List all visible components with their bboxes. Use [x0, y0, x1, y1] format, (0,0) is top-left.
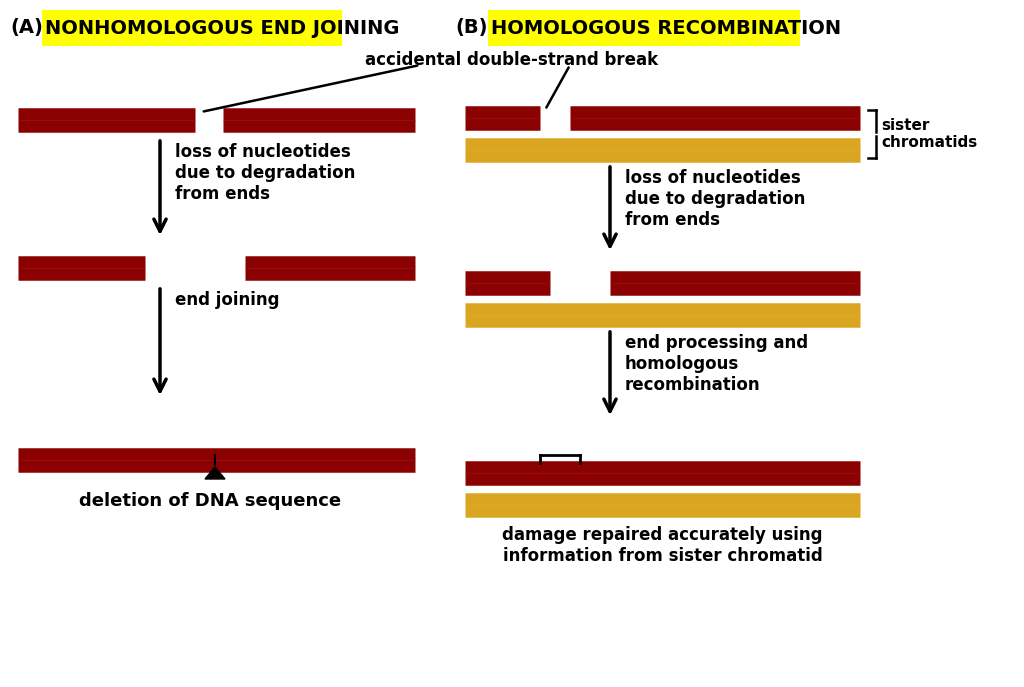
Text: NONHOMOLOGOUS END JOINING: NONHOMOLOGOUS END JOINING [45, 19, 399, 38]
Text: (A): (A) [10, 19, 43, 38]
Text: end joining: end joining [175, 291, 280, 309]
Bar [42, 10, 342, 46]
Polygon shape [205, 467, 225, 479]
Text: loss of nucleotides
due to degradation
from ends: loss of nucleotides due to degradation f… [175, 143, 355, 203]
Text: damage repaired accurately using
information from sister chromatid: damage repaired accurately using informa… [502, 526, 822, 565]
Text: (B): (B) [455, 19, 487, 38]
Text: deletion of DNA sequence: deletion of DNA sequence [79, 492, 341, 510]
Text: end processing and
homologous
recombination: end processing and homologous recombinat… [625, 334, 808, 394]
Text: accidental double-strand break: accidental double-strand break [366, 51, 658, 69]
Text: sister
chromatids: sister chromatids [881, 117, 977, 150]
Text: HOMOLOGOUS RECOMBINATION: HOMOLOGOUS RECOMBINATION [490, 19, 841, 38]
Text: loss of nucleotides
due to degradation
from ends: loss of nucleotides due to degradation f… [625, 169, 805, 229]
Bar [488, 10, 800, 46]
